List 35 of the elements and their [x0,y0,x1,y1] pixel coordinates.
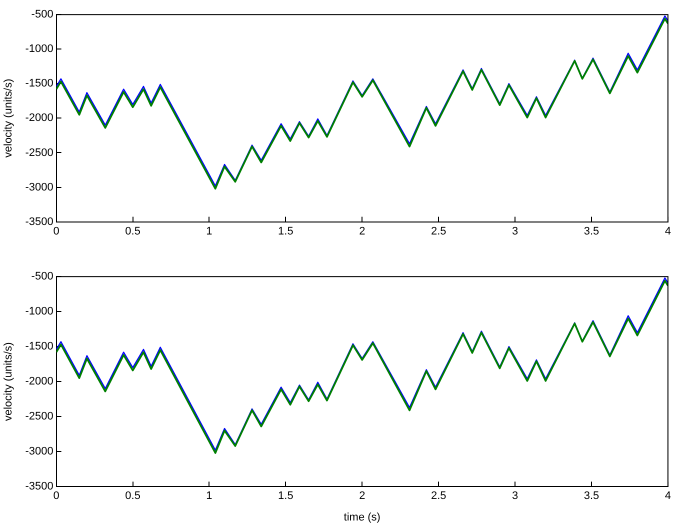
y-tick-label: -2000 [25,112,54,124]
y-tick-label: -2500 [25,146,54,159]
y-tick-label: -500 [31,270,54,283]
x-tick-label: 0.5 [125,490,140,502]
x-tick-label: 2 [359,490,366,502]
y-tick-label: -3000 [25,446,54,458]
x-tick-label: 1.5 [278,225,294,238]
x-tick-label: 2.5 [430,490,446,502]
x-tick-label: 2 [359,225,366,238]
y-tick-label: -2500 [25,410,54,423]
y-axis-title: velocity (units/s) [2,342,15,422]
x-tick-label: 3.5 [584,490,600,502]
y-tick-label: -1500 [25,78,54,90]
x-tick-label: 0 [53,490,60,502]
y-tick-label: -3500 [25,480,54,493]
x-tick-label: 3 [512,490,518,502]
x-tick-label: 4 [664,490,672,502]
y-tick-label: -1500 [25,340,54,353]
y-tick-label: -1000 [25,306,54,318]
x-tick-label: 0 [53,225,60,238]
y-tick-label: -500 [31,8,54,21]
y-axis-title: velocity (units/s) [2,78,15,158]
x-tick-label: 3.5 [584,225,600,238]
x-tick-label: 0.5 [125,225,140,238]
x-tick-label: 1 [206,490,212,502]
y-tick-label: -3500 [25,216,54,228]
y-tick-label: -3000 [25,181,54,194]
x-axis-title: time (s) [344,511,380,524]
x-tick-label: 2.5 [430,225,446,238]
x-tick-label: 1.5 [278,490,294,502]
y-tick-label: -2000 [25,376,54,388]
x-tick-label: 1 [206,225,212,238]
x-tick-label: 4 [664,225,672,238]
x-tick-label: 3 [512,225,518,238]
y-tick-label: -1000 [25,43,54,56]
